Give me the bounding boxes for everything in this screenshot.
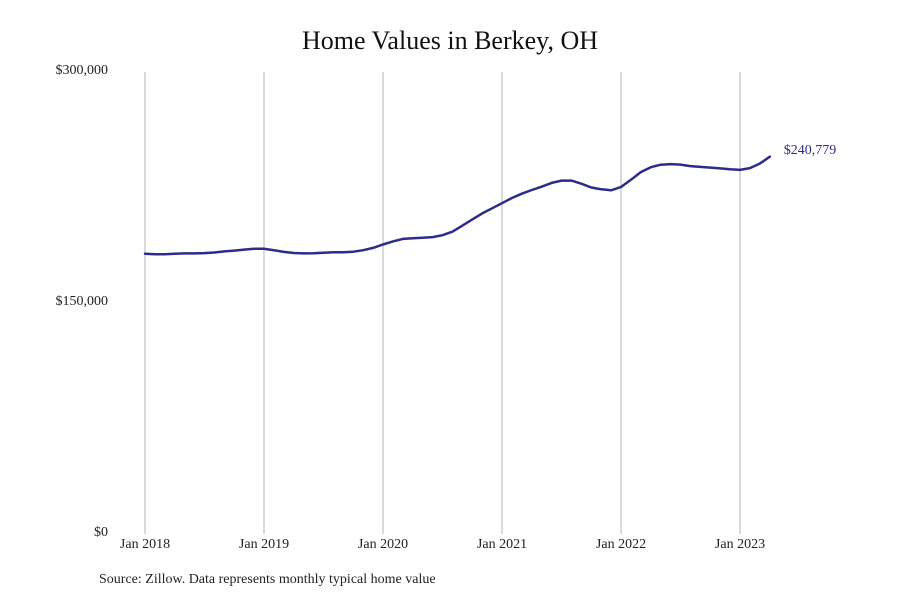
chart-title: Home Values in Berkey, OH <box>301 26 599 55</box>
y-tick-label: $300,000 <box>55 63 109 78</box>
y-tick-label: $0 <box>94 525 108 540</box>
x-tick-label: Jan 2021 <box>476 537 528 552</box>
x-tick-label: Jan 2020 <box>357 537 409 552</box>
y-tick-label: $150,000 <box>55 294 109 309</box>
source-note: Source: Zillow. Data represents monthly … <box>99 572 436 587</box>
x-tick-label: Jan 2018 <box>119 537 171 552</box>
x-tick-label: Jan 2019 <box>238 537 290 552</box>
last-value-label: $240,779 <box>783 142 837 158</box>
x-tick-label: Jan 2022 <box>595 537 647 552</box>
home-value-line <box>143 155 772 256</box>
x-tick-label: Jan 2023 <box>714 537 766 552</box>
